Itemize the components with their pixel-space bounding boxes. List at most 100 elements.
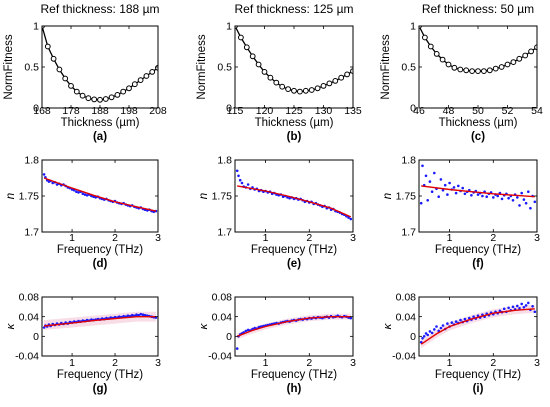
y-tick-label: 1.7 — [217, 227, 232, 239]
series-fit-line — [43, 177, 157, 212]
data-point — [235, 169, 239, 173]
data-point — [139, 312, 143, 316]
data-point — [472, 315, 475, 319]
y-tick-label: 0.04 — [19, 311, 40, 323]
x-tick-label: 52 — [502, 105, 514, 117]
data-point — [463, 317, 467, 321]
data-point — [439, 178, 443, 181]
panel-title: Ref thickness: 188 µm — [41, 2, 160, 16]
data-point — [437, 195, 441, 198]
x-ticks: 115 120 125 130 135 — [227, 26, 362, 117]
data-point — [79, 92, 86, 99]
data-point — [83, 193, 87, 196]
data-point — [421, 337, 424, 340]
x-tick-label: 2 — [306, 357, 312, 369]
x-tick-label: 3 — [350, 232, 356, 244]
series-measured-points — [419, 164, 537, 210]
x-axis-label: Frequency (THz) — [435, 244, 521, 256]
panel-label: (c) — [471, 131, 485, 143]
data-point — [349, 316, 353, 320]
data-point — [62, 75, 69, 82]
y-axis-label: κ — [198, 322, 210, 329]
series-measured-points — [235, 169, 353, 221]
series-fit-line — [420, 308, 535, 345]
plot-area — [419, 26, 537, 74]
x-ticks: 1 2 3 — [447, 160, 540, 244]
x-tick-label: 188 — [91, 105, 109, 117]
y-tick-label: 0.04 — [212, 311, 233, 323]
data-point — [435, 325, 438, 328]
data-point — [238, 34, 244, 41]
x-tick-label: 3 — [155, 232, 161, 244]
data-point — [533, 310, 537, 314]
data-point — [91, 96, 98, 103]
data-point — [288, 196, 291, 200]
data-point — [75, 190, 78, 193]
x-tick-label: 2 — [112, 232, 118, 244]
data-point — [426, 333, 430, 337]
data-point — [68, 83, 74, 89]
y-tick-label: 0 — [226, 103, 232, 115]
y-tick-label: 0.5 — [217, 62, 232, 74]
y-axis-label: κ — [382, 322, 394, 329]
plot-area — [419, 164, 537, 210]
data-point — [433, 171, 436, 175]
data-point — [481, 194, 484, 198]
x-tick-label: 198 — [120, 105, 138, 117]
data-point — [433, 328, 436, 331]
x-tick-label: 46 — [413, 105, 425, 117]
x-axis-label: Thickness (µm) — [439, 117, 518, 129]
x-tick-label: 2 — [306, 232, 312, 244]
data-point — [441, 324, 445, 327]
y-tick-label: -0.04 — [392, 351, 416, 363]
data-point — [457, 184, 460, 188]
data-point — [77, 191, 80, 194]
y-tick-label: 1.7 — [24, 227, 39, 239]
y-tick-label: 0.5 — [401, 62, 416, 74]
data-point — [102, 96, 109, 102]
y-ticks: -0.04 0 0.04 0.08 — [15, 292, 158, 363]
y-tick-label: 0 — [410, 331, 416, 343]
data-point — [141, 313, 145, 317]
data-point — [486, 67, 493, 74]
x-tick-label: 1 — [69, 232, 75, 244]
y-tick-label: 1.8 — [401, 155, 416, 167]
x-tick-label: 115 — [227, 105, 244, 117]
data-point — [108, 94, 115, 101]
x-ticks: 1 2 3 — [263, 160, 356, 244]
x-tick-label: 3 — [155, 357, 161, 369]
data-point — [143, 73, 150, 79]
data-point — [504, 61, 511, 68]
data-point — [302, 87, 309, 94]
panel-f: 1 2 3 1.7 1.75 1.8 Frequency (THz) n (f) — [382, 155, 540, 270]
data-point — [122, 314, 125, 318]
x-tick-label: 1 — [447, 232, 453, 244]
x-tick-label: 1 — [263, 232, 269, 244]
data-point — [255, 61, 262, 68]
y-tick-label: 0.5 — [24, 62, 39, 74]
axes-box — [418, 25, 538, 109]
data-point — [520, 302, 523, 306]
data-point — [350, 68, 353, 74]
y-tick-label: 1.8 — [24, 155, 39, 167]
panel-i: 1 2 3 -0.04 0 0.04 0.08 Frequency (THz) κ (i) — [382, 292, 540, 395]
data-point — [42, 173, 46, 176]
panel-title: Ref thickness: 125 µm — [235, 2, 354, 16]
data-point — [56, 66, 63, 73]
data-point — [137, 313, 140, 317]
panel-g: 1 2 3 -0.04 0 0.04 0.08 Frequency (THz) κ (g) — [5, 292, 161, 395]
panel-h: 1 2 3 -0.04 0 0.04 0.08 Frequency (THz) κ (h) — [198, 292, 356, 395]
y-tick-label: 0 — [410, 103, 416, 115]
data-point — [44, 43, 51, 50]
x-ticks: 46 48 50 52 54 — [413, 26, 543, 117]
data-point — [237, 174, 240, 178]
data-point — [507, 306, 510, 310]
data-point — [511, 199, 515, 202]
data-point — [500, 197, 504, 201]
data-point — [439, 56, 446, 63]
data-point — [419, 201, 423, 205]
x-tick-label: 1 — [447, 357, 453, 369]
data-point — [451, 64, 458, 71]
